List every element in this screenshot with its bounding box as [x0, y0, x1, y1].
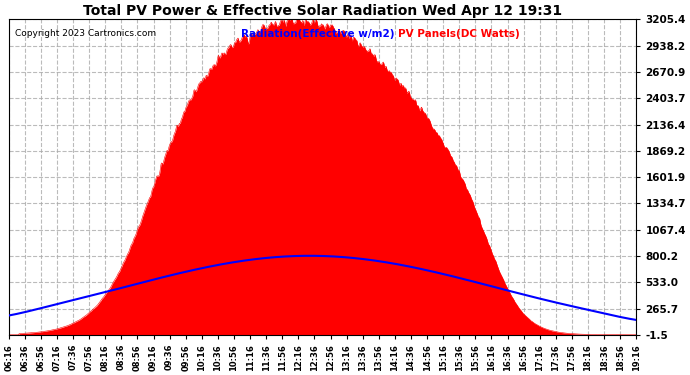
Title: Total PV Power & Effective Solar Radiation Wed Apr 12 19:31: Total PV Power & Effective Solar Radiati…: [83, 4, 562, 18]
Text: Radiation(Effective w/m2): Radiation(Effective w/m2): [241, 29, 395, 39]
Text: PV Panels(DC Watts): PV Panels(DC Watts): [398, 29, 520, 39]
Text: Copyright 2023 Cartronics.com: Copyright 2023 Cartronics.com: [15, 29, 156, 38]
